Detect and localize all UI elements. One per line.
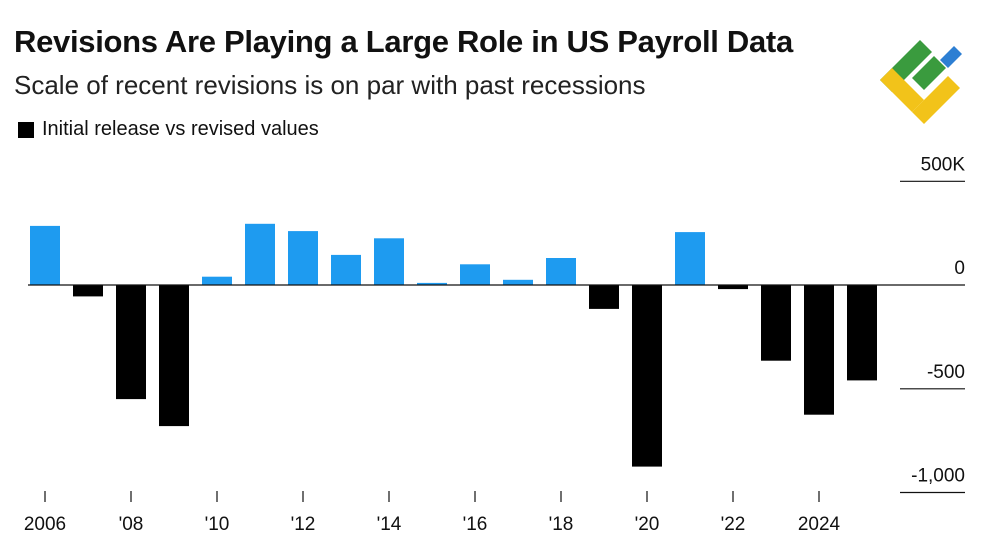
x-tick-label: 2024 [798, 514, 841, 535]
bar-2017 [503, 279, 533, 285]
bar-2007 [73, 285, 103, 297]
bar-2006 [30, 225, 60, 285]
y-tick-label: -500 [927, 362, 965, 383]
x-tick-label: '08 [119, 514, 144, 535]
chart-title: Revisions Are Playing a Large Role in US… [14, 24, 793, 59]
logo-yellow-stroke [880, 68, 924, 112]
bar-2012 [288, 231, 318, 285]
bar-2019 [589, 285, 619, 309]
logo-green-stroke-2 [912, 56, 946, 90]
bar-2010 [202, 276, 232, 285]
bar-2016 [460, 264, 490, 286]
bar-2022 [718, 285, 748, 290]
x-axis: 2006 '08 '10 '12 '14 '16 '18 '20 '22 2024 [24, 491, 841, 535]
brand-logo-icon [880, 40, 962, 124]
y-axis: 500K 0 -500 -1,000 [900, 154, 966, 494]
bar-2025 [847, 285, 877, 381]
x-tick-label: 2006 [24, 514, 66, 535]
bar-2008 [116, 285, 146, 400]
bar-2011 [245, 223, 275, 285]
bar-2024 [804, 285, 834, 415]
bar-2009 [159, 285, 189, 427]
bar-2021 [675, 232, 705, 285]
x-tick-label: '16 [463, 514, 488, 535]
x-tick-label: '18 [549, 514, 574, 535]
bar-2015 [417, 282, 447, 285]
bars-group [30, 223, 877, 467]
legend-swatch [18, 121, 34, 138]
x-tick-label: '10 [205, 514, 230, 535]
bar-2023 [761, 285, 791, 361]
chart-subtitle: Scale of recent revisions is on par with… [14, 70, 646, 100]
x-tick-label: '22 [721, 514, 746, 535]
logo-yellow-stroke-2 [912, 76, 960, 124]
bar-2018 [546, 258, 576, 285]
logo-blue-stroke [940, 46, 962, 68]
bar-2013 [331, 254, 361, 285]
x-tick-label: '20 [635, 514, 660, 535]
legend: Initial release vs revised values [18, 118, 319, 141]
y-tick-label: 0 [954, 258, 965, 279]
bar-2014 [374, 238, 404, 285]
x-tick-label: '14 [377, 514, 402, 535]
x-tick-label: '12 [291, 514, 316, 535]
y-tick-label: 500K [921, 154, 966, 175]
y-tick-label: -1,000 [911, 466, 965, 487]
bar-2020 [632, 285, 662, 467]
legend-label: Initial release vs revised values [42, 118, 319, 140]
